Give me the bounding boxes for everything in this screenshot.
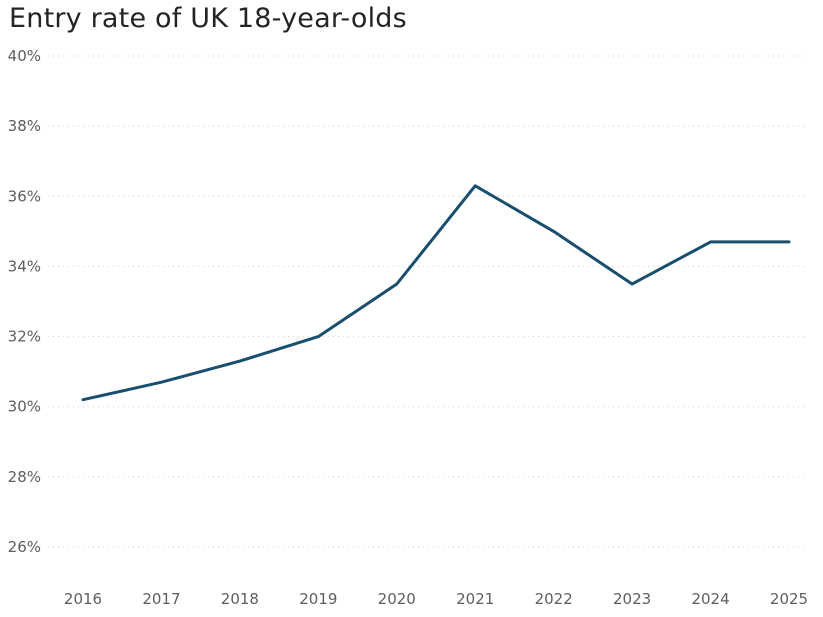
data-point bbox=[81, 398, 85, 402]
series-lines bbox=[81, 184, 791, 402]
x-tick-label: 2017 bbox=[142, 590, 180, 608]
x-tick-label: 2025 bbox=[770, 590, 808, 608]
x-tick-label: 2019 bbox=[299, 590, 337, 608]
x-tick-label: 2023 bbox=[613, 590, 651, 608]
y-tick-label: 26% bbox=[8, 538, 41, 556]
data-point bbox=[787, 240, 791, 244]
data-point bbox=[552, 229, 556, 233]
x-tick-label: 2020 bbox=[378, 590, 416, 608]
data-point bbox=[395, 282, 399, 286]
chart-title: Entry rate of UK 18-year-olds bbox=[9, 3, 407, 34]
y-tick-label: 32% bbox=[8, 328, 41, 346]
series-line bbox=[81, 184, 791, 402]
data-point bbox=[709, 240, 713, 244]
data-point bbox=[630, 282, 634, 286]
x-axis-ticks: 2016 2017 2018 2019 2020 2021 2022 2023 2024 2025 bbox=[64, 590, 808, 608]
y-axis-ticks: 26% 28% 30% 32% 34% 36% 38% 40% bbox=[8, 47, 41, 556]
y-tick-label: 40% bbox=[8, 47, 41, 65]
data-point bbox=[238, 359, 242, 363]
x-tick-label: 2018 bbox=[221, 590, 259, 608]
y-tick-label: 36% bbox=[8, 187, 41, 205]
y-tick-label: 34% bbox=[8, 257, 41, 275]
y-tick-label: 30% bbox=[8, 398, 41, 416]
data-point bbox=[159, 380, 163, 384]
x-tick-label: 2016 bbox=[64, 590, 102, 608]
x-tick-label: 2024 bbox=[691, 590, 729, 608]
x-tick-label: 2022 bbox=[535, 590, 573, 608]
data-point bbox=[316, 335, 320, 339]
x-tick-label: 2021 bbox=[456, 590, 494, 608]
data-point bbox=[473, 184, 477, 188]
y-tick-label: 28% bbox=[8, 468, 41, 486]
y-tick-label: 38% bbox=[8, 117, 41, 135]
gridlines bbox=[48, 55, 808, 548]
